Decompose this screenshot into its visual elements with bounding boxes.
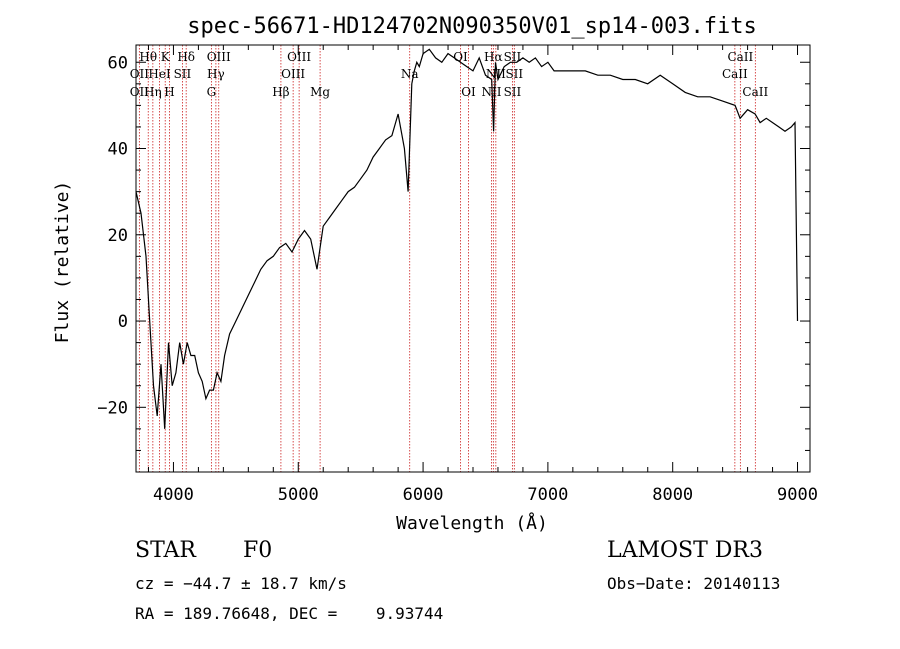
spectral-line-label: OII bbox=[130, 85, 150, 99]
spectral-line-label: CaII bbox=[742, 85, 768, 99]
survey-name: LAMOST DR3 bbox=[607, 538, 763, 563]
y-tick-label: 40 bbox=[108, 140, 128, 160]
spectral-line-label: Hη bbox=[144, 85, 162, 99]
spectral-line-markers bbox=[138, 45, 756, 472]
chart-title: spec-56671-HD124702N090350V01_sp14-003.f… bbox=[187, 14, 757, 39]
spectral-line-label: SII bbox=[504, 50, 522, 64]
x-tick-label: 6000 bbox=[403, 485, 444, 505]
spectrum-line bbox=[135, 48, 799, 429]
spectral-line-label: OII bbox=[130, 67, 150, 81]
x-tick-label: 9000 bbox=[777, 485, 818, 505]
spectral-line-label: G bbox=[207, 85, 217, 99]
x-tick-label: 8000 bbox=[652, 485, 693, 505]
object-subclass: F0 bbox=[243, 538, 273, 563]
spectral-line-label: Na bbox=[401, 67, 419, 81]
spectral-line-label: OI bbox=[461, 85, 476, 99]
plot-frame bbox=[135, 44, 811, 473]
y-axis-ticks: −20 0 20 40 60 bbox=[97, 53, 810, 451]
observation-date: Obs−Date: 20140113 bbox=[607, 574, 781, 593]
spectral-line-labels: OIIOIIHθHηHeIKHSIIHδGHγOIIIHβOIIIOIIIMgN… bbox=[130, 50, 769, 99]
spectral-line-label: Hγ bbox=[207, 67, 225, 81]
x-tick-label: 4000 bbox=[153, 485, 194, 505]
spectral-line-label: H bbox=[164, 85, 174, 99]
y-tick-label: −20 bbox=[97, 398, 128, 418]
spectral-line-label: OIII bbox=[207, 50, 231, 64]
spectral-line-label: OIII bbox=[287, 50, 311, 64]
spectral-line-label: K bbox=[161, 50, 171, 64]
spectral-line-label: Mg bbox=[310, 85, 330, 99]
x-axis-ticks: 4000 5000 6000 7000 8000 9000 bbox=[147, 45, 818, 505]
y-tick-label: 60 bbox=[108, 53, 128, 73]
spectral-line-label: NII bbox=[486, 67, 506, 81]
x-axis-label: Wavelength (Å) bbox=[396, 512, 548, 534]
spectral-line-label: SII bbox=[174, 67, 192, 81]
redshift-cz: cz = −44.7 ± 18.7 km/s bbox=[135, 574, 347, 593]
coordinates: RA = 189.76648, DEC = 9.93744 bbox=[135, 604, 444, 623]
x-tick-label: 7000 bbox=[527, 485, 568, 505]
spectral-line-label: Hθ bbox=[139, 50, 157, 64]
spectral-line-label: HeI bbox=[148, 67, 171, 81]
y-axis-label: Flux (relative) bbox=[52, 181, 73, 344]
spectral-line-label: OIII bbox=[281, 67, 305, 81]
spectral-line-label: Hδ bbox=[177, 50, 195, 64]
spectral-line-label: SII bbox=[504, 85, 522, 99]
spectral-line-label: SII bbox=[505, 67, 523, 81]
spectral-line-label: CaII bbox=[722, 67, 748, 81]
spectral-line-label: Hβ bbox=[272, 85, 289, 99]
y-tick-label: 20 bbox=[108, 226, 128, 246]
spectral-line-label: Hα bbox=[484, 50, 503, 64]
y-tick-label: 0 bbox=[118, 312, 128, 332]
spectral-line-label: CaII bbox=[727, 50, 753, 64]
x-tick-label: 5000 bbox=[278, 485, 319, 505]
object-type: STAR bbox=[135, 538, 196, 563]
